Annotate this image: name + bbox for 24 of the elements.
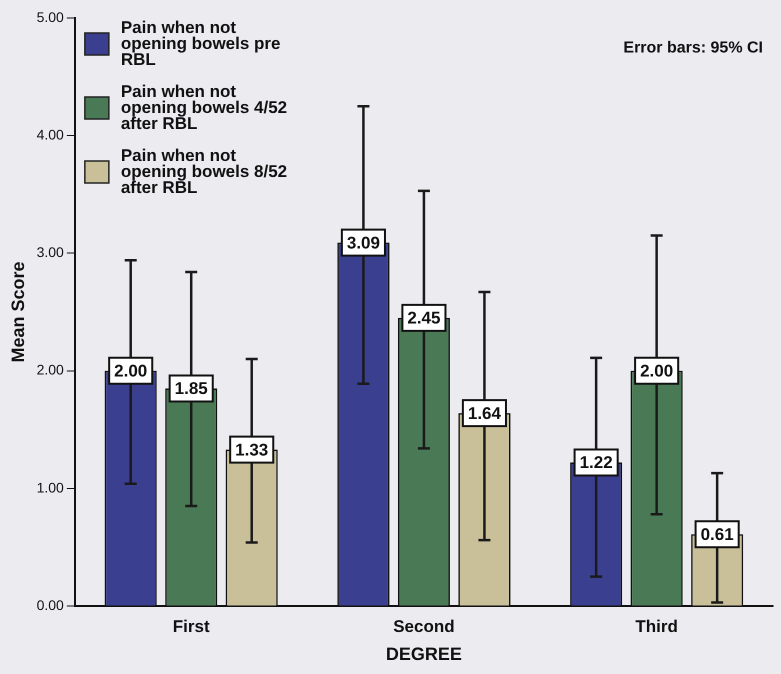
legend-label: Pain when not opening bowels pre RBL (120, 18, 280, 70)
data-label: 1.33 (235, 440, 268, 460)
y-tick-label: 0.00 (36, 596, 64, 613)
data-label: 2.45 (407, 308, 440, 328)
annotation: Error bars: 95% CI (623, 39, 763, 56)
data-label: 2.00 (640, 361, 674, 380)
x-tick-label: Third (635, 616, 678, 636)
x-tick-label: Second (393, 616, 455, 636)
y-tick-label: 1.00 (36, 479, 64, 496)
y-tick-label: 2.00 (36, 362, 64, 378)
data-label: 1.64 (468, 404, 502, 423)
x-axis-title: DEGREE (386, 644, 462, 664)
legend-label: Pain when not opening bowels 8/52 after RBL (120, 146, 288, 198)
x-tick-label: First (172, 616, 210, 636)
data-label: 0.61 (700, 524, 734, 544)
y-tick-label: 5.00 (36, 8, 64, 25)
y-tick-label: 4.00 (36, 126, 64, 142)
data-label: 2.00 (114, 361, 148, 380)
data-label: 3.09 (346, 233, 380, 252)
data-label: 1.22 (580, 453, 613, 472)
y-axis-title: Mean Score (8, 261, 28, 363)
data-label: 1.85 (174, 379, 208, 398)
legend-label: Pain when not opening bowels 4/52 after RBL (120, 82, 288, 134)
y-tick-label: 3.00 (36, 244, 64, 260)
